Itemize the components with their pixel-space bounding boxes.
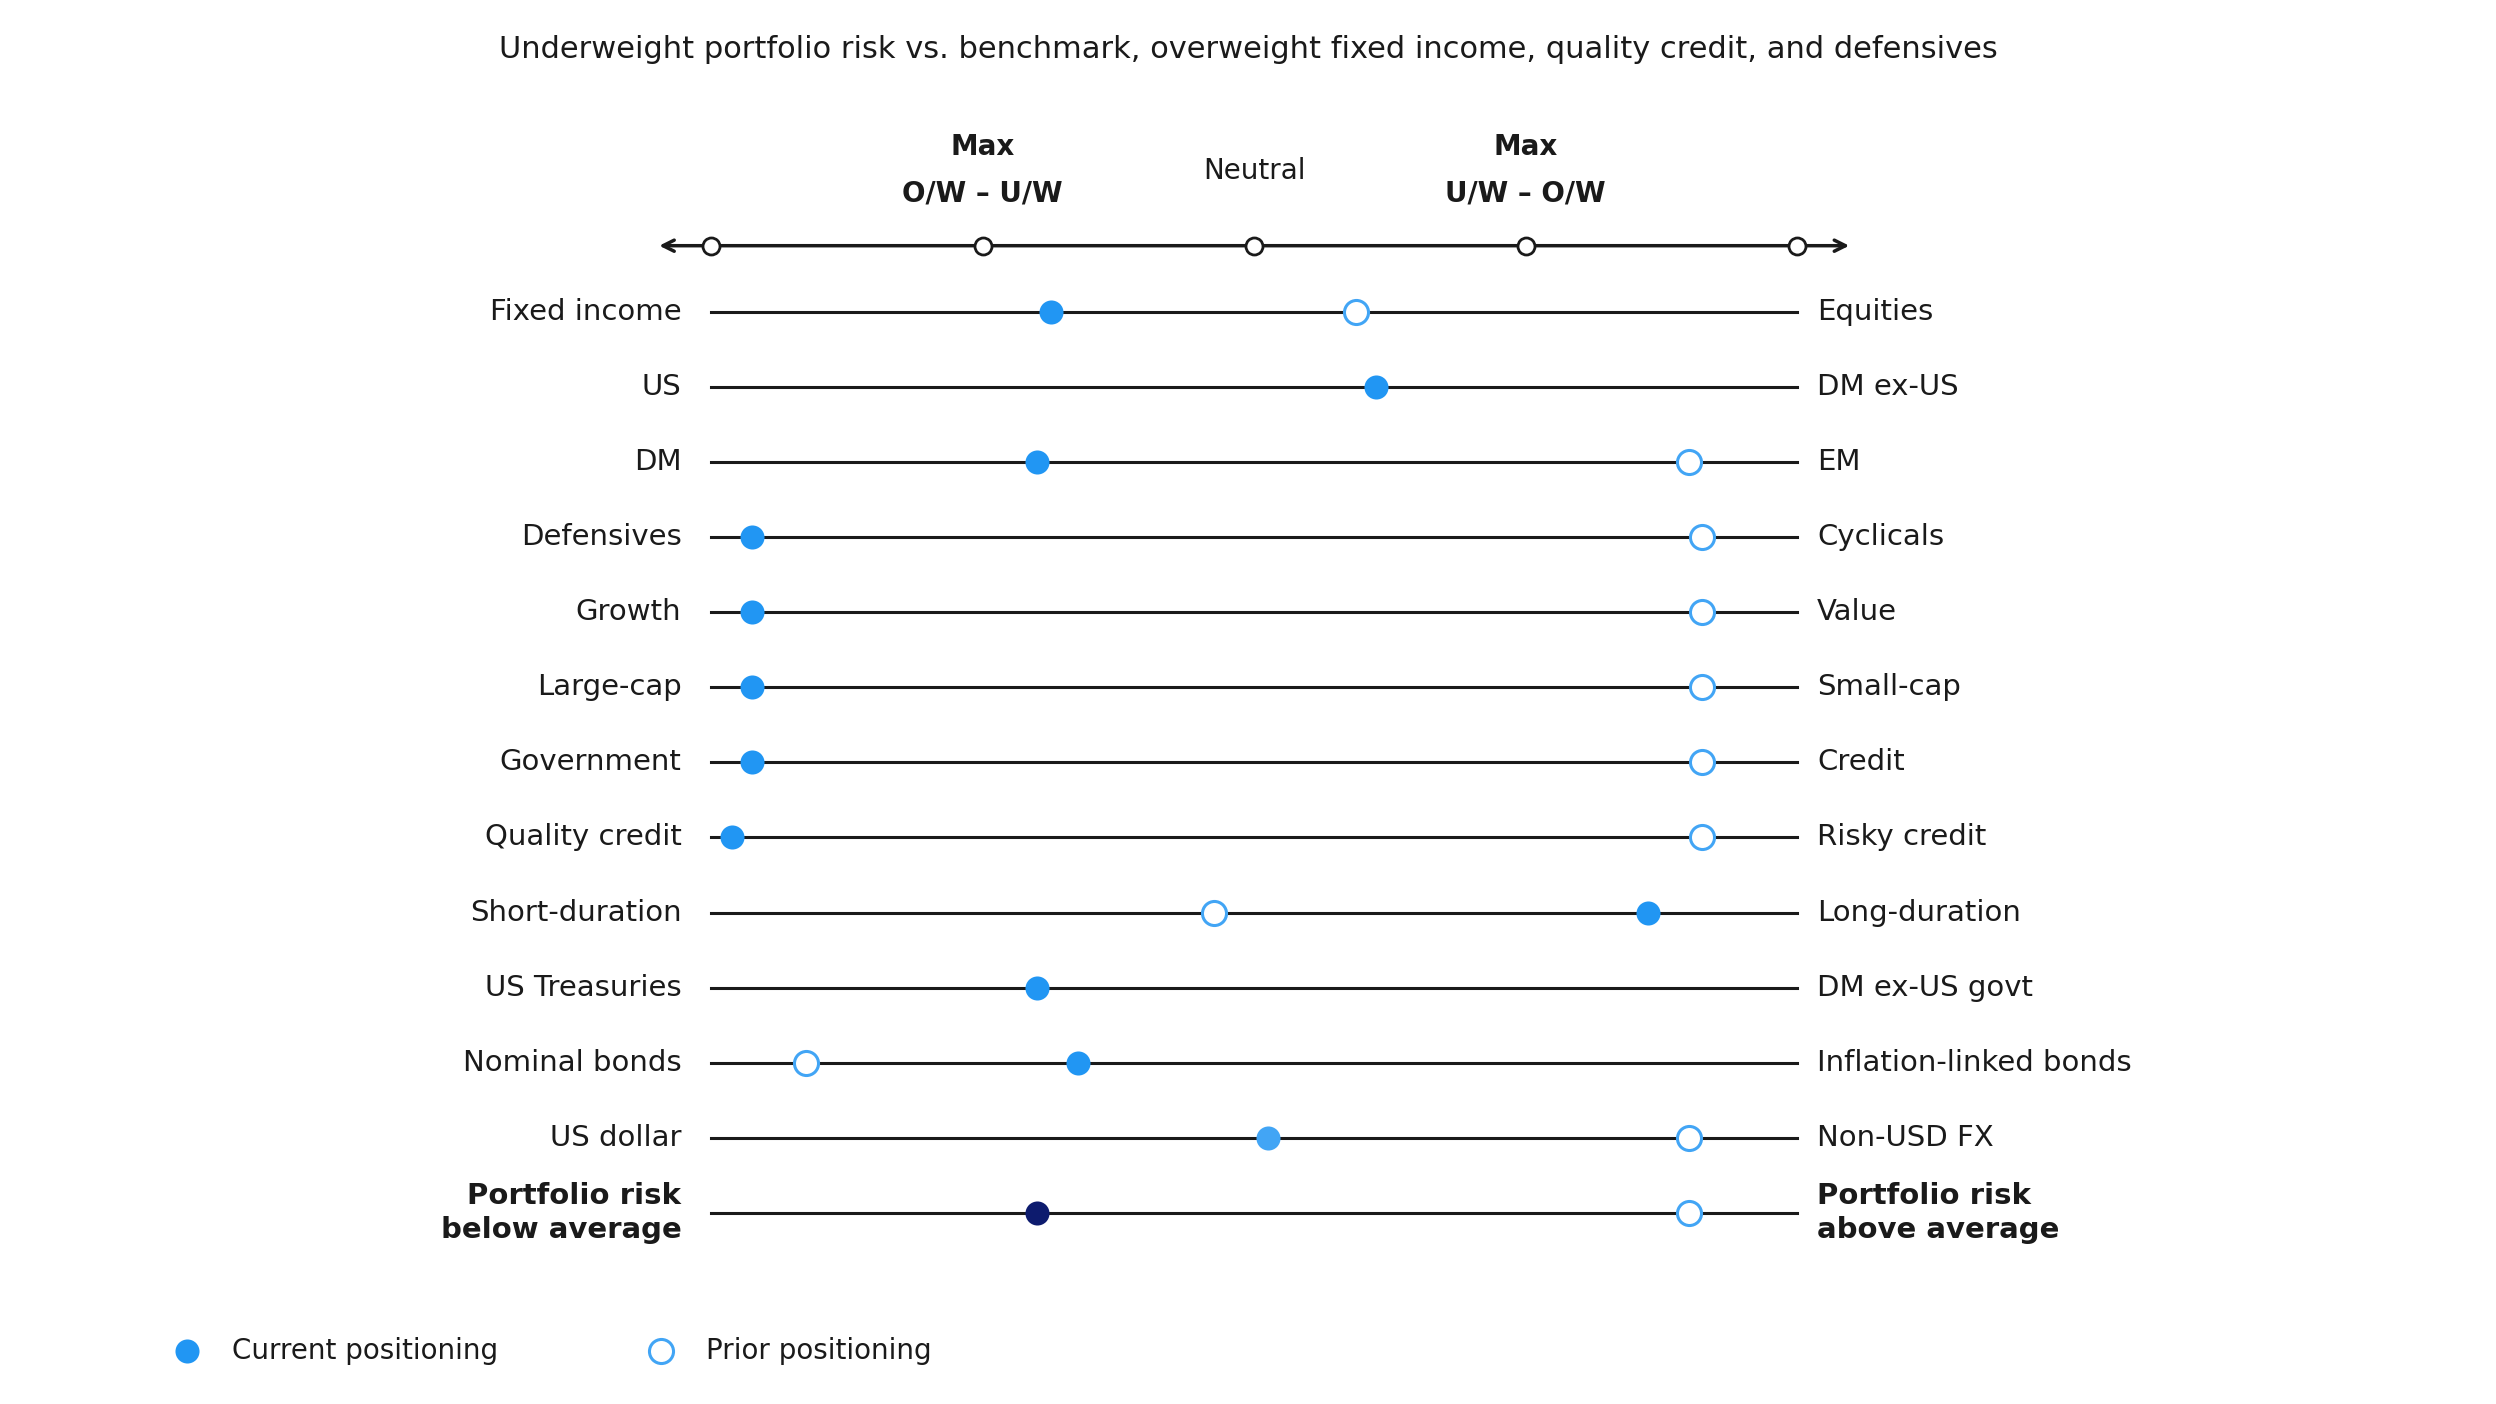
Point (1627, 901, 1667, 924)
Text: Nominal bonds: Nominal bonds (462, 1049, 681, 1077)
Text: US dollar: US dollar (549, 1125, 681, 1151)
Point (1233, 234, 1273, 257)
Point (1018, 451, 1058, 473)
Text: Short-duration: Short-duration (469, 899, 681, 927)
Text: DM ex-US govt: DM ex-US govt (1817, 974, 2034, 1001)
Text: Defensives: Defensives (522, 524, 681, 550)
Text: DM ex-US: DM ex-US (1817, 373, 1959, 400)
Text: Government: Government (499, 748, 681, 776)
Point (1682, 751, 1722, 774)
Point (1682, 826, 1722, 848)
Text: Portfolio risk
above average: Portfolio risk above average (1817, 1182, 2059, 1244)
Text: Small-cap: Small-cap (1817, 674, 1962, 701)
Text: US: US (641, 373, 681, 400)
Point (731, 525, 771, 548)
Point (1355, 375, 1395, 397)
Point (1667, 451, 1707, 473)
Text: Risky credit: Risky credit (1817, 824, 1987, 851)
Point (1505, 234, 1545, 257)
Point (1777, 234, 1817, 257)
Point (167, 1339, 207, 1362)
Text: Value: Value (1817, 598, 1897, 626)
Point (691, 234, 731, 257)
Text: Portfolio risk
below average: Portfolio risk below average (442, 1182, 681, 1244)
Text: Long-duration: Long-duration (1817, 899, 2022, 927)
Text: Max: Max (951, 133, 1016, 161)
Text: Credit: Credit (1817, 748, 1904, 776)
Text: Current positioning: Current positioning (232, 1337, 499, 1365)
Point (1682, 601, 1722, 623)
Text: EM: EM (1817, 448, 1860, 476)
Point (1335, 300, 1375, 323)
Point (1031, 300, 1071, 323)
Text: Quality credit: Quality credit (484, 824, 681, 851)
Point (731, 751, 771, 774)
Point (1667, 1126, 1707, 1148)
Point (1018, 1202, 1058, 1224)
Point (1058, 1052, 1098, 1074)
Point (1667, 1202, 1707, 1224)
Text: Non-USD FX: Non-USD FX (1817, 1125, 1994, 1151)
Text: Prior positioning: Prior positioning (706, 1337, 931, 1365)
Point (711, 826, 751, 848)
Point (1682, 677, 1722, 699)
Text: Max: Max (1493, 133, 1558, 161)
Text: Large-cap: Large-cap (537, 674, 681, 701)
Text: O/W – U/W: O/W – U/W (904, 180, 1063, 208)
Point (731, 677, 771, 699)
Text: Underweight portfolio risk vs. benchmark, overweight fixed income, quality credi: Underweight portfolio risk vs. benchmark… (499, 35, 1997, 63)
Point (963, 234, 1003, 257)
Text: Neutral: Neutral (1203, 157, 1305, 184)
Text: Growth: Growth (577, 598, 681, 626)
Point (1018, 977, 1058, 1000)
Point (731, 601, 771, 623)
Text: US Treasuries: US Treasuries (484, 974, 681, 1001)
Text: Inflation-linked bonds: Inflation-linked bonds (1817, 1049, 2132, 1077)
Point (1248, 1126, 1288, 1148)
Point (1193, 901, 1233, 924)
Text: Fixed income: Fixed income (489, 298, 681, 326)
Point (1682, 525, 1722, 548)
Point (641, 1339, 681, 1362)
Text: U/W – O/W: U/W – O/W (1445, 180, 1605, 208)
Text: DM: DM (634, 448, 681, 476)
Point (786, 1052, 826, 1074)
Text: Equities: Equities (1817, 298, 1934, 326)
Text: Cyclicals: Cyclicals (1817, 524, 1944, 550)
